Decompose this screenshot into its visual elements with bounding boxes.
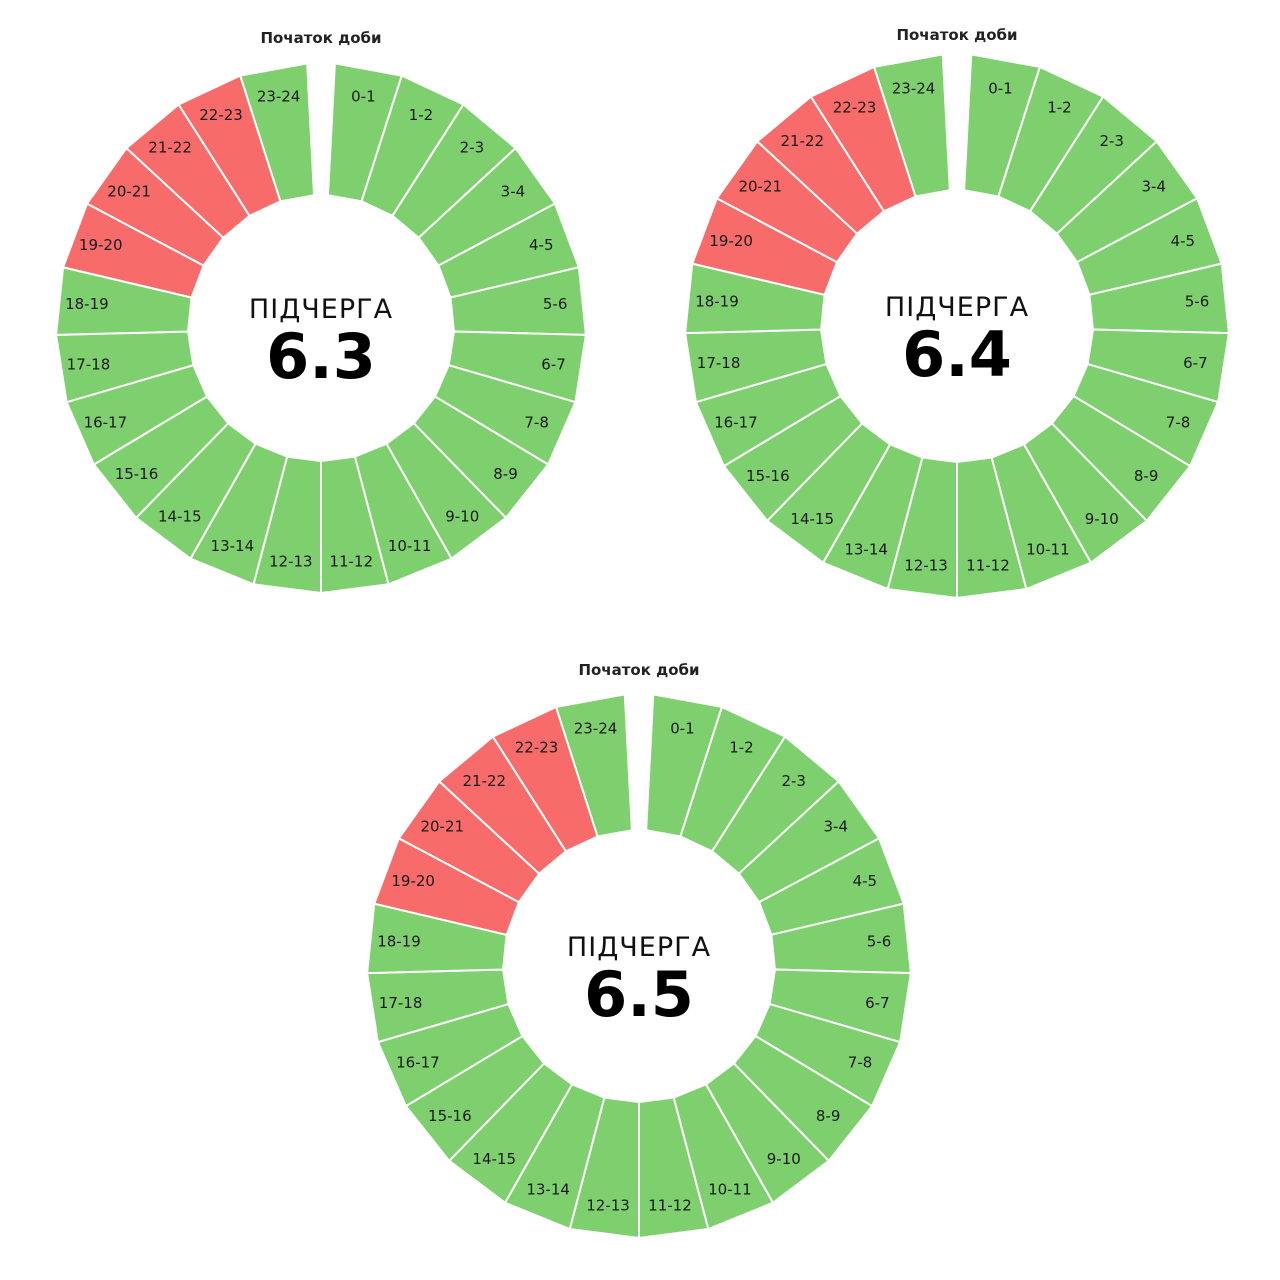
segment-label: 23-24 [574, 720, 618, 738]
segment-label: 15-16 [115, 465, 159, 483]
day-start-label: Початок доби [578, 661, 699, 679]
segment-label: 6-7 [1183, 354, 1208, 372]
segment-23-24 [238, 62, 316, 203]
segment-label: 12-13 [269, 552, 313, 570]
segment-label: 17-18 [697, 354, 741, 372]
day-start-label: Початок доби [260, 29, 381, 47]
segment-label: 23-24 [892, 80, 936, 98]
center-title: ПІДЧЕРГА [249, 294, 393, 325]
segment-label: 17-18 [379, 994, 423, 1012]
segment-23-24 [872, 53, 951, 198]
segment-label: 1-2 [729, 739, 754, 757]
chart-subqueue-6-4: 0-1 1-2 2-3 3-4 4-5 5-6 6-7 7-8 8-9 9-10 10-11 11-1… [675, 25, 1245, 605]
segment-label: 19-20 [709, 232, 753, 250]
center-value: 6.3 [266, 320, 376, 393]
segment-label: 12-13 [586, 1196, 630, 1214]
segment-label: 16-17 [396, 1054, 440, 1072]
segment-label: 5-6 [867, 932, 892, 950]
day-start-label: Початок доби [896, 26, 1017, 44]
segment-label: 7-8 [524, 413, 549, 431]
segment-label: 22-23 [199, 106, 243, 124]
segment-label: 1-2 [409, 106, 434, 124]
segment-label: 0-1 [351, 87, 376, 105]
segment-label: 21-22 [148, 138, 192, 156]
chart-subqueue-6-3: 0-1 1-2 2-3 3-4 4-5 5-6 6-7 7-8 8-9 9-10 10-11 11-1… [40, 29, 600, 600]
segment-label: 16-17 [714, 414, 758, 432]
segment-label: 9-10 [445, 507, 479, 525]
segment-label: 4-5 [1171, 232, 1196, 250]
segment-23-24 [554, 693, 633, 838]
segment-label: 19-20 [391, 872, 435, 890]
segment-label: 9-10 [1085, 510, 1119, 528]
segment-label: 8-9 [816, 1107, 841, 1125]
segment-label: 17-18 [67, 355, 111, 373]
segment-label: 10-11 [708, 1181, 752, 1199]
segment-label: 10-11 [388, 537, 432, 555]
segment-label: 11-12 [648, 1196, 692, 1214]
segment-label: 5-6 [1185, 292, 1210, 310]
donut-svg: 0-1 1-2 2-3 3-4 4-5 5-6 6-7 7-8 8-9 9-10 10-11 11-1… [365, 661, 913, 1240]
segment-label: 14-15 [158, 507, 202, 525]
segment-label: 8-9 [493, 465, 518, 483]
segment-label: 16-17 [84, 413, 128, 431]
segment-label: 21-22 [781, 132, 825, 150]
segment-label: 6-7 [541, 355, 566, 373]
center-value: 6.4 [902, 318, 1012, 391]
segment-label: 20-21 [420, 817, 464, 835]
segment-label: 18-19 [65, 295, 109, 313]
donut-svg: 0-1 1-2 2-3 3-4 4-5 5-6 6-7 7-8 8-9 9-10 10-11 11-1… [54, 29, 588, 595]
segment-label: 3-4 [1141, 177, 1166, 195]
center-title: ПІДЧЕРГА [567, 932, 711, 963]
segment-label: 7-8 [1166, 414, 1191, 432]
segment-label: 15-16 [428, 1107, 472, 1125]
segment-label: 11-12 [966, 556, 1010, 574]
segment-label: 3-4 [823, 817, 848, 835]
segment-label: 4-5 [529, 236, 554, 254]
segment-label: 22-23 [515, 739, 559, 757]
segment-label: 18-19 [695, 292, 739, 310]
segment-label: 14-15 [472, 1150, 516, 1168]
segment-label: 5-6 [543, 295, 568, 313]
segment-label: 12-13 [904, 556, 948, 574]
segment-label: 1-2 [1047, 99, 1072, 117]
segment-label: 13-14 [844, 541, 888, 559]
segment-label: 7-8 [848, 1054, 873, 1072]
segment-label: 11-12 [329, 552, 373, 570]
segment-label: 2-3 [1099, 132, 1124, 150]
segment-label: 21-22 [463, 772, 507, 790]
segment-label: 9-10 [767, 1150, 801, 1168]
segment-label: 10-11 [1026, 541, 1070, 559]
segment-label: 2-3 [460, 138, 485, 156]
center-value: 6.5 [584, 958, 694, 1031]
segment-label: 22-23 [833, 99, 877, 117]
segment-label: 13-14 [211, 537, 255, 555]
segment-label: 20-21 [738, 177, 782, 195]
segment-label: 4-5 [853, 872, 878, 890]
segment-label: 18-19 [377, 932, 421, 950]
center-title: ПІДЧЕРГА [885, 292, 1029, 323]
segment-label: 14-15 [790, 510, 834, 528]
chart-subqueue-6-5: 0-1 1-2 2-3 3-4 4-5 5-6 6-7 7-8 8-9 9-10 10-11 11-1… [355, 660, 925, 1240]
segment-label: 0-1 [988, 80, 1013, 98]
segment-label: 19-20 [79, 236, 123, 254]
donut-svg: 0-1 1-2 2-3 3-4 4-5 5-6 6-7 7-8 8-9 9-10 10-11 11-1… [683, 26, 1231, 600]
segment-label: 2-3 [781, 772, 806, 790]
segment-label: 6-7 [865, 994, 890, 1012]
segment-label: 20-21 [107, 183, 151, 201]
segment-label: 23-24 [257, 87, 301, 105]
segment-label: 3-4 [501, 183, 526, 201]
segment-label: 0-1 [670, 720, 695, 738]
segment-label: 8-9 [1134, 467, 1159, 485]
segment-label: 13-14 [526, 1181, 570, 1199]
segment-label: 15-16 [746, 467, 790, 485]
